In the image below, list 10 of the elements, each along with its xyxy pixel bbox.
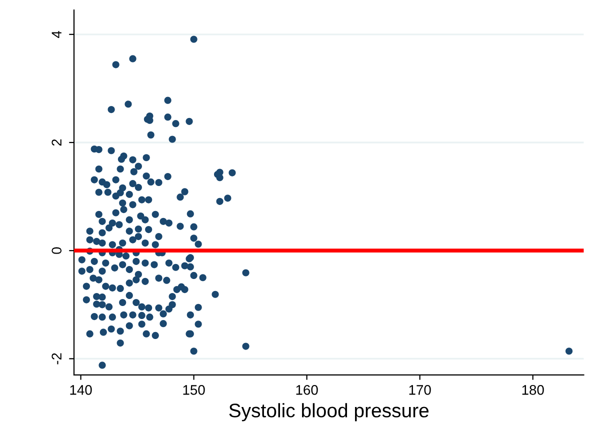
x-tick-label: 150	[183, 385, 205, 395]
x-tick-label: 170	[409, 385, 431, 395]
x-tick-label: 160	[296, 385, 318, 395]
y-tick-label: 0	[52, 247, 62, 254]
y-tick-label: 4	[52, 30, 62, 38]
x-tick-label: 180	[522, 385, 544, 395]
y-tick-label: -2	[52, 353, 62, 364]
x-axis-title: Systolic blood pressure	[229, 403, 429, 422]
x-tick-label: 140	[70, 385, 92, 395]
y-tick-label: 2	[52, 139, 62, 146]
